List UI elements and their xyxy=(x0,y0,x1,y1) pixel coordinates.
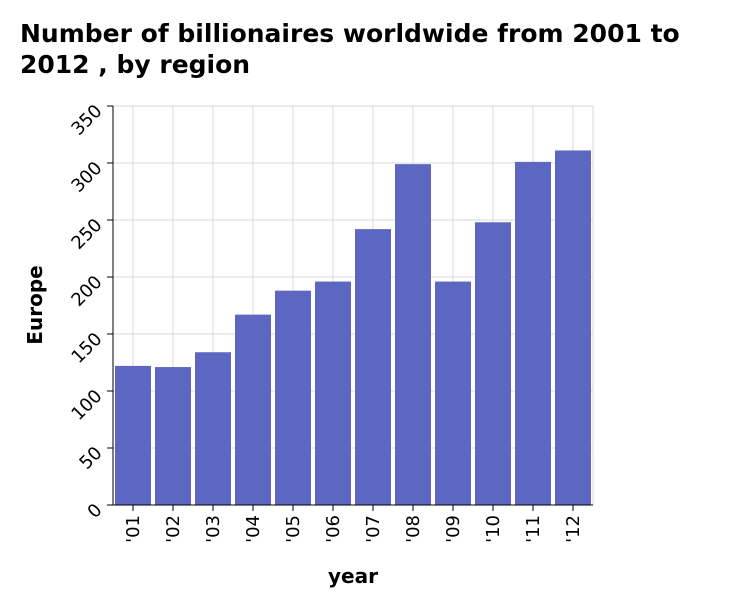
y-tick-label: 150 xyxy=(67,329,106,368)
bar xyxy=(355,229,391,505)
axes xyxy=(107,105,593,511)
bar xyxy=(395,164,431,505)
chart-title: Number of billionaires worldwide from 20… xyxy=(20,19,680,79)
bar xyxy=(195,352,231,505)
bar xyxy=(435,281,471,505)
bar xyxy=(235,314,271,505)
y-tick-label: 300 xyxy=(67,158,106,197)
x-axis-title: year xyxy=(328,564,378,588)
bar xyxy=(515,161,551,506)
x-tick-label: '11 xyxy=(523,515,544,543)
x-tick-label: '10 xyxy=(483,515,504,543)
bar xyxy=(155,367,191,505)
x-tick-labels: '01 '02 '03 '04 '05 '06 '07 '08 '09 '10 '11 '12 xyxy=(123,515,584,543)
y-tick-label: 50 xyxy=(75,443,106,474)
bar xyxy=(115,365,151,505)
bar xyxy=(475,222,511,505)
bar xyxy=(555,150,591,505)
x-tick-label: '06 xyxy=(323,515,344,543)
bar xyxy=(275,290,311,505)
x-tick-label: '05 xyxy=(283,515,304,543)
x-tick-label: '09 xyxy=(443,515,464,543)
bar xyxy=(315,281,351,505)
y-axis-title: Europe xyxy=(23,265,47,344)
y-tick-label: 100 xyxy=(67,386,106,425)
y-tick-label: 0 xyxy=(84,500,107,523)
y-tick-label: 350 xyxy=(67,101,106,140)
y-tick-labels: 0 50 100 150 200 250 300 350 xyxy=(67,101,106,523)
x-tick-label: '01 xyxy=(123,515,144,543)
x-tick-label: '12 xyxy=(563,515,584,543)
x-tick-label: '02 xyxy=(163,515,184,543)
y-tick-label: 200 xyxy=(67,272,106,311)
x-tick-label: '08 xyxy=(403,515,424,543)
bars xyxy=(115,150,591,506)
x-tick-label: '03 xyxy=(203,515,224,543)
x-tick-label: '04 xyxy=(243,515,264,543)
y-tick-label: 250 xyxy=(67,215,106,254)
x-tick-label: '07 xyxy=(363,515,384,543)
